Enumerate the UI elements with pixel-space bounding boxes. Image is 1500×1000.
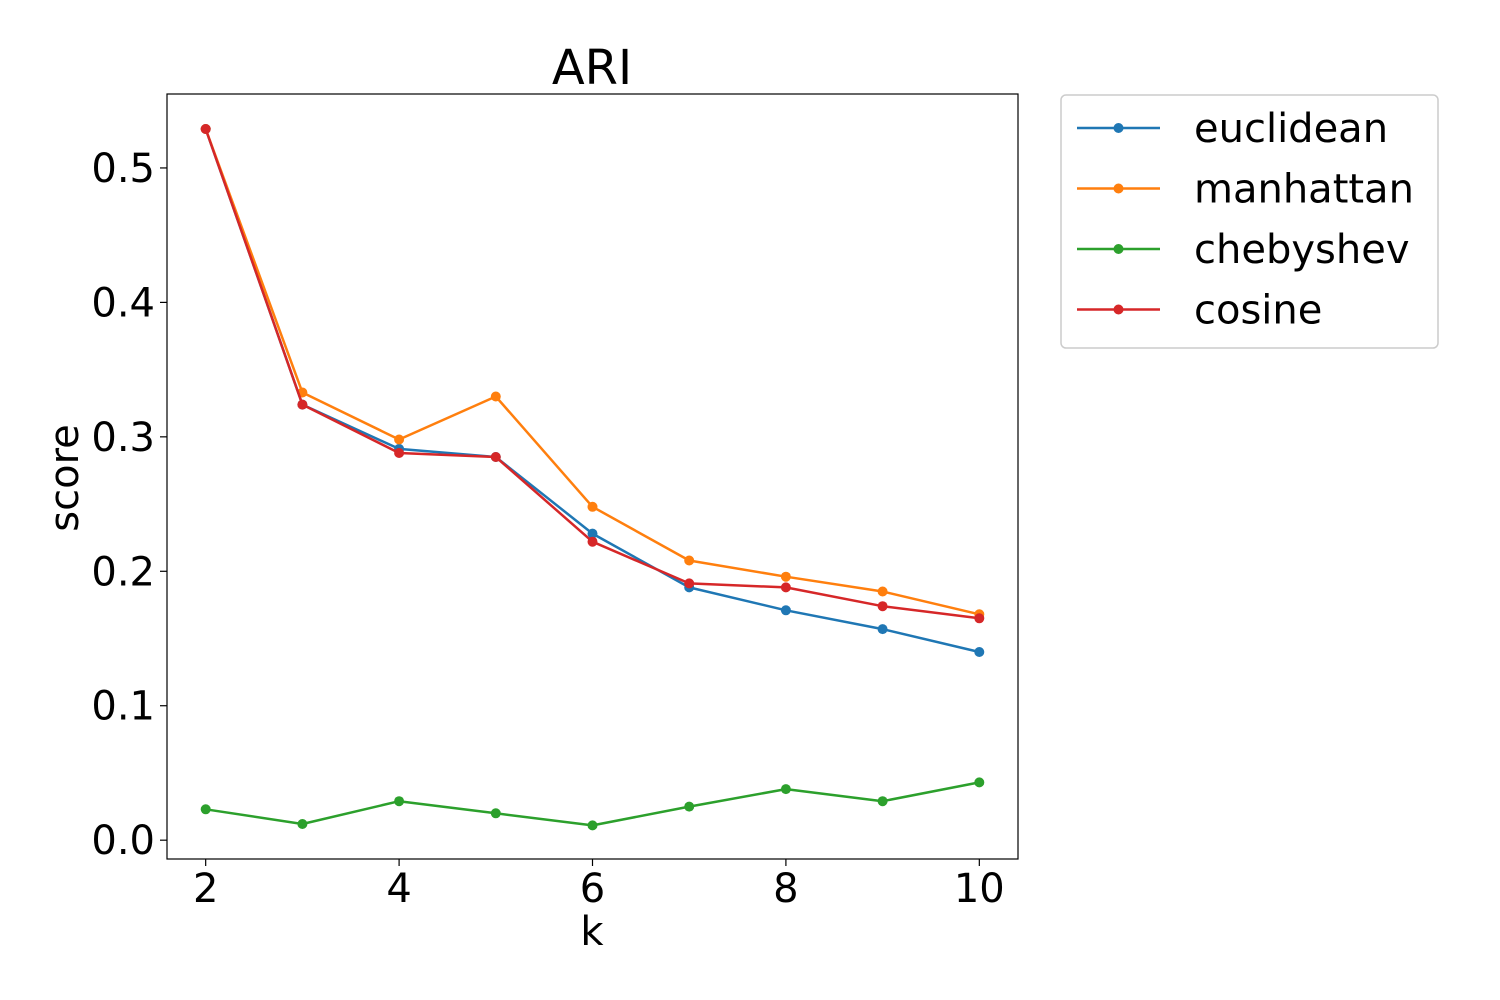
data-point-chebyshev <box>974 777 985 788</box>
data-point-euclidean <box>877 624 888 635</box>
legend-label-chebyshev: chebyshev <box>1194 227 1410 273</box>
series-line-euclidean <box>204 128 980 654</box>
y-tick-label: 0.4 <box>91 280 155 326</box>
data-point-euclidean <box>587 528 598 539</box>
x-tick-label: 6 <box>580 866 605 912</box>
x-tick-label: 2 <box>193 866 218 912</box>
data-point-manhattan <box>394 434 405 445</box>
data-point-cosine <box>297 399 308 410</box>
legend-label-cosine: cosine <box>1194 288 1322 334</box>
data-point-cosine <box>780 582 791 593</box>
data-point-manhattan <box>684 555 695 566</box>
legend-marker-manhattan <box>1113 183 1124 194</box>
data-point-manhattan <box>877 586 888 597</box>
y-tick-label: 0.5 <box>91 146 155 192</box>
data-point-chebyshev <box>200 804 211 815</box>
data-point-chebyshev <box>394 796 405 807</box>
legend-label-euclidean: euclidean <box>1194 106 1388 152</box>
y-tick-label: 0.2 <box>91 549 155 595</box>
legend: euclidean manhattan chebyshev cosine <box>1060 94 1439 349</box>
legend-marker-cosine <box>1113 304 1124 315</box>
x-axis-label: k <box>580 909 604 955</box>
legend-marker-euclidean <box>1113 123 1124 133</box>
x-tick-label: 4 <box>386 866 411 912</box>
data-point-cosine <box>490 452 501 462</box>
y-tick-label: 0.1 <box>91 684 155 730</box>
data-point-manhattan <box>780 571 791 582</box>
x-tick-label: 8 <box>773 866 798 912</box>
data-point-cosine <box>684 578 695 589</box>
legend-marker-chebyshev <box>1113 244 1124 254</box>
plot-area: 2 4 6 8 10 0.0 0.1 0.2 0.3 0.4 0.5 <box>91 93 1019 912</box>
data-point-cosine <box>587 536 598 547</box>
data-point-manhattan <box>490 391 501 402</box>
data-point-cosine <box>394 448 405 458</box>
data-point-euclidean <box>974 647 985 657</box>
data-point-cosine <box>200 124 211 134</box>
data-point-euclidean <box>780 605 791 616</box>
series-line-chebyshev <box>205 781 980 827</box>
data-point-chebyshev <box>877 796 888 807</box>
plot-frame <box>166 93 1019 860</box>
data-point-chebyshev <box>297 819 308 829</box>
data-point-chebyshev <box>587 820 598 831</box>
x-tick-label: 10 <box>954 866 1005 912</box>
y-axis-label: score <box>42 424 88 531</box>
y-tick-label: 0.0 <box>91 818 155 864</box>
data-point-cosine <box>974 613 985 624</box>
legend-box <box>1060 94 1439 349</box>
data-point-chebyshev <box>684 801 695 812</box>
legend-label-manhattan: manhattan <box>1194 167 1414 213</box>
data-point-chebyshev <box>490 808 501 819</box>
chart-title: ARI <box>552 40 632 96</box>
data-point-manhattan <box>587 501 598 512</box>
data-point-chebyshev <box>780 784 791 795</box>
y-tick-label: 0.3 <box>91 415 155 461</box>
data-point-cosine <box>877 601 888 612</box>
